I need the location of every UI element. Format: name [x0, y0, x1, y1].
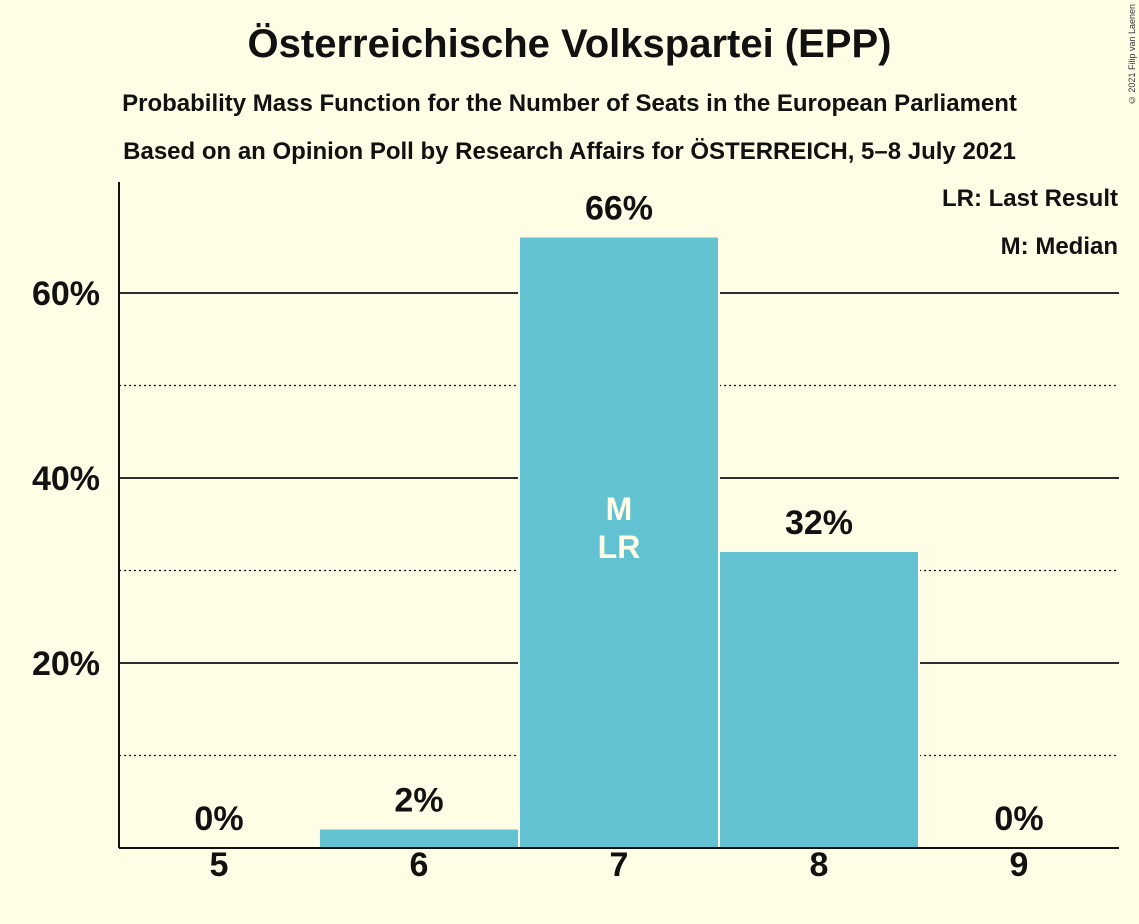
- legend-median: M: Median: [1000, 233, 1118, 260]
- bar-marker: M: [606, 491, 633, 527]
- x-tick-label: 5: [210, 846, 229, 884]
- y-tick-label: 20%: [32, 645, 100, 683]
- bar: [520, 237, 718, 848]
- chart-source: Based on an Opinion Poll by Research Aff…: [123, 138, 1016, 165]
- legend-last-result: LR: Last Result: [941, 185, 1118, 212]
- y-tick-label: 40%: [32, 460, 100, 498]
- x-tick-label: 6: [410, 846, 429, 884]
- data-label: 0%: [194, 800, 243, 838]
- bar-layer: [318, 237, 920, 848]
- chart-title: Österreichische Volkspartei (EPP): [247, 22, 892, 66]
- x-tick-label: 8: [810, 846, 829, 884]
- axis-layer: [118, 182, 1119, 849]
- bar: [320, 829, 518, 848]
- data-label: 0%: [994, 800, 1043, 838]
- chart-subtitle: Probability Mass Function for the Number…: [122, 90, 1017, 117]
- label-layer: 20% 40% 60% 0% 5 2% 6 66% 7 MLR 32% 8 0% 9: [32, 190, 1044, 885]
- bar: [720, 552, 918, 848]
- x-tick-label: 7: [610, 846, 629, 884]
- data-label: 32%: [785, 504, 853, 542]
- bar-marker: LR: [598, 529, 641, 565]
- y-tick-label: 60%: [32, 275, 100, 313]
- x-tick-label: 9: [1010, 846, 1029, 884]
- data-label: 66%: [585, 190, 653, 228]
- data-label: 2%: [394, 782, 443, 820]
